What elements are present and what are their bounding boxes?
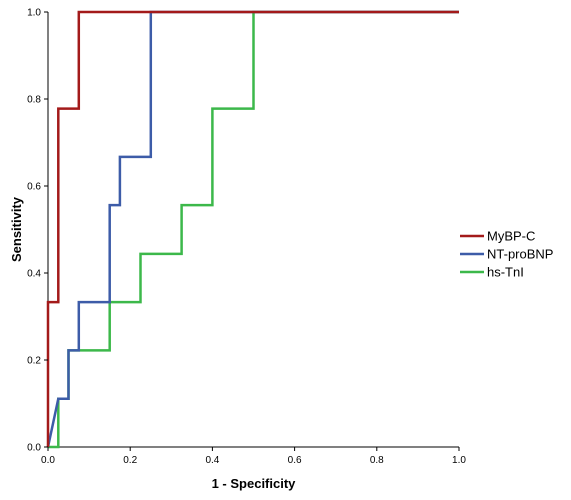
y-axis-ticks: 0.0 0.2 0.4 0.6 0.8 1.0 — [27, 8, 48, 454]
x-axis-title: 1 - Specificity — [212, 476, 297, 491]
y-tick-label: 1.0 — [27, 8, 41, 19]
legend-label: hs-TnI — [487, 265, 524, 280]
x-tick-label: 0.0 — [41, 455, 55, 466]
x-tick-label: 1.0 — [452, 455, 466, 466]
y-tick-label: 0.2 — [27, 356, 41, 367]
series-line-mybp-c — [46, 10, 459, 447]
legend-label: NT-proBNP — [487, 247, 553, 262]
legend-label: MyBP-C — [487, 229, 535, 244]
y-tick-label: 0.6 — [27, 182, 41, 193]
y-tick-label: 0.4 — [27, 269, 41, 280]
y-tick-label: 0.8 — [27, 95, 41, 106]
series-line-nt-probnp — [46, 10, 459, 448]
y-axis-title: Sensitivity — [9, 196, 24, 262]
x-tick-label: 0.6 — [288, 455, 302, 466]
x-tick-label: 0.4 — [205, 455, 219, 466]
y-tick-label: 0.0 — [27, 443, 41, 454]
x-axis-ticks: 0.0 0.2 0.4 0.6 0.8 1.0 — [41, 447, 466, 466]
series-lines — [46, 10, 459, 449]
x-tick-label: 0.8 — [370, 455, 384, 466]
legend: MyBP-C NT-proBNP hs-TnI — [460, 229, 553, 280]
x-tick-label: 0.2 — [123, 455, 137, 466]
